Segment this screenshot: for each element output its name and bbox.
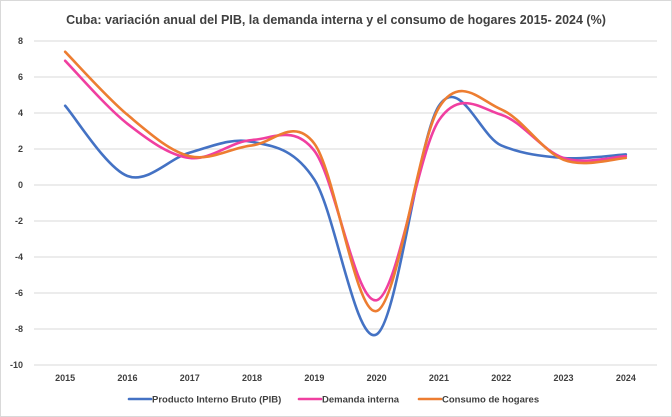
y-tick-label: -4 — [15, 252, 23, 262]
y-tick-label: -10 — [10, 360, 23, 370]
x-tick-label: 2016 — [117, 373, 137, 383]
x-tick-label: 2023 — [554, 373, 574, 383]
legend: Producto Interno Bruto (PIB) Demanda inte… — [127, 395, 539, 406]
y-tick-label: 0 — [18, 180, 23, 190]
x-tick-label: 2017 — [180, 373, 200, 383]
x-tick-label: 2020 — [367, 373, 387, 383]
gridlines — [34, 40, 657, 366]
x-tick-label: 2021 — [429, 373, 449, 383]
chart-title: Cuba: variación anual del PIB, la demand… — [66, 13, 606, 27]
y-tick-label: 8 — [18, 36, 23, 46]
y-tick-label: 6 — [18, 72, 23, 82]
x-axis-ticks: 2015 2016 2017 2018 2019 2020 2021 2022 2023 2024 — [55, 373, 636, 383]
x-tick-label: 2022 — [491, 373, 511, 383]
legend-label: Producto Interno Bruto (PIB) — [152, 395, 281, 406]
y-tick-label: 2 — [18, 144, 23, 154]
series-line-1 — [63, 95, 628, 337]
legend-label: Demanda interna — [322, 395, 400, 406]
x-tick-label: 2015 — [55, 373, 75, 383]
y-tick-label: 4 — [18, 108, 23, 118]
x-tick-label: 2024 — [616, 373, 636, 383]
legend-label: Consumo de hogares — [442, 395, 539, 406]
series-line-3 — [63, 50, 628, 313]
y-axis-ticks: 8 6 4 2 0 -2 -4 -6 -8 -10 — [10, 36, 23, 370]
x-tick-label: 2019 — [304, 373, 324, 383]
series-line-2 — [63, 59, 628, 302]
x-tick-label: 2018 — [242, 373, 262, 383]
series-lines — [63, 50, 628, 337]
y-tick-label: -6 — [15, 288, 23, 298]
y-tick-label: -8 — [15, 324, 23, 334]
y-tick-label: -2 — [15, 216, 23, 226]
